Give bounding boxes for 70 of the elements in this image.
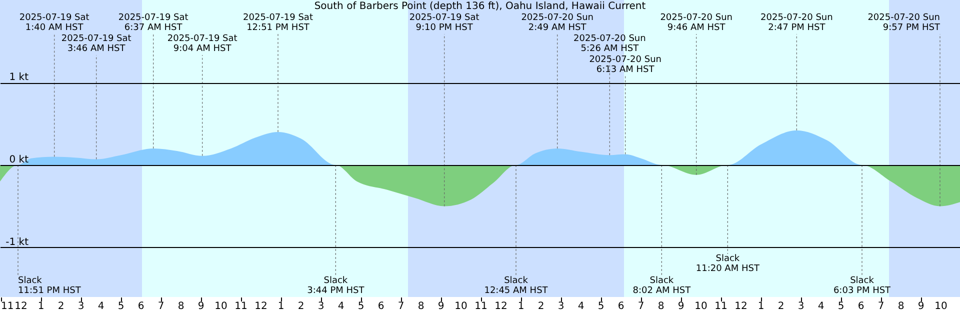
x-tick-label: 4 bbox=[98, 301, 104, 312]
x-tick-label: 2 bbox=[298, 301, 304, 312]
x-tick-label: 10 bbox=[934, 301, 948, 312]
x-tick-label: 5 bbox=[358, 301, 364, 312]
x-tick-label: 10 bbox=[454, 301, 468, 312]
x-tick-label: 5 bbox=[118, 301, 124, 312]
x-tick-label: 11 bbox=[1, 301, 14, 312]
x-tick-label: 9 bbox=[678, 301, 684, 312]
annotation: Slack 12:45 AM HST bbox=[484, 276, 548, 296]
annotation: 2025-07-19 Sat 1:40 AM HST bbox=[19, 13, 90, 33]
x-tick-label: 10 bbox=[694, 301, 708, 312]
x-tick-label: 10 bbox=[214, 301, 228, 312]
x-tick-label: 12 bbox=[254, 301, 268, 312]
annotation: 2025-07-20 Sun 2:47 PM HST bbox=[760, 13, 833, 33]
annotation: Slack 11:20 AM HST bbox=[696, 254, 760, 274]
x-tick-label: 6 bbox=[378, 301, 384, 312]
y-tick-label: 1 kt bbox=[9, 72, 29, 83]
x-tick-label: 7 bbox=[158, 301, 164, 312]
x-tick-label: 2 bbox=[778, 301, 784, 312]
x-tick-label: 4 bbox=[578, 301, 584, 312]
x-tick-label: 3 bbox=[318, 301, 324, 312]
x-tick-label: 6 bbox=[858, 301, 864, 312]
chart-title: South of Barbers Point (depth 136 ft), Oahu Island, Hawaii Current bbox=[314, 1, 646, 12]
x-tick-label: 11 bbox=[714, 301, 728, 312]
x-tick-label: 8 bbox=[418, 301, 424, 312]
annotation: 2025-07-19 Sat 6:37 AM HST bbox=[118, 13, 189, 33]
x-tick-label: 8 bbox=[178, 301, 184, 312]
x-tick-label: 2 bbox=[538, 301, 544, 312]
annotation: 2025-07-20 Sun 9:57 PM HST bbox=[868, 13, 940, 33]
x-tick-label: 11 bbox=[234, 301, 248, 312]
annotation: Slack 3:44 PM HST bbox=[307, 276, 365, 296]
x-tick-label: 5 bbox=[838, 301, 844, 312]
x-tick-label: 7 bbox=[398, 301, 404, 312]
annotation: 2025-07-19 Sat 9:04 AM HST bbox=[167, 34, 238, 54]
x-tick-label: 9 bbox=[918, 301, 924, 312]
x-tick-label: 1 bbox=[38, 301, 44, 312]
x-tick-label: 3 bbox=[78, 301, 84, 312]
annotation: 2025-07-20 Sun 5:26 AM HST bbox=[574, 34, 646, 54]
x-tick-label: 7 bbox=[638, 301, 644, 312]
annotation: Slack 8:02 AM HST bbox=[632, 276, 692, 296]
x-tick-label: 6 bbox=[618, 301, 624, 312]
x-tick-label: 3 bbox=[798, 301, 804, 312]
x-tick-label: 6 bbox=[138, 301, 144, 312]
annotation: 2025-07-19 Sat 9:10 PM HST bbox=[409, 13, 480, 33]
x-tick-label: 1 bbox=[518, 301, 524, 312]
x-tick-label: 12 bbox=[14, 301, 28, 312]
x-tick-label: 8 bbox=[658, 301, 664, 312]
x-tick-label: 4 bbox=[338, 301, 344, 312]
annotation: 2025-07-19 Sat 3:46 AM HST bbox=[61, 34, 132, 54]
x-tick-label: 9 bbox=[198, 301, 204, 312]
x-tick-label: 1 bbox=[758, 301, 764, 312]
x-tick-label: 12 bbox=[494, 301, 508, 312]
y-tick-label: 0 kt bbox=[9, 154, 29, 166]
x-tick-label: 4 bbox=[818, 301, 824, 312]
annotation: 2025-07-20 Sun 9:46 AM HST bbox=[660, 13, 732, 33]
x-tick-label: 9 bbox=[438, 301, 444, 312]
x-tick-label: 8 bbox=[898, 301, 904, 312]
x-tick-label: 2 bbox=[58, 301, 64, 312]
x-tick-label: 11 bbox=[474, 301, 488, 312]
x-tick-label: 3 bbox=[558, 301, 564, 312]
y-tick-label: -1 kt bbox=[6, 237, 29, 248]
annotation: Slack 6:03 PM HST bbox=[833, 276, 892, 296]
x-tick-label: 7 bbox=[878, 301, 884, 312]
annotation: 2025-07-20 Sun 6:13 AM HST bbox=[589, 55, 662, 75]
annotation: 2025-07-19 Sat 12:51 PM HST bbox=[243, 13, 314, 33]
x-tick-label: 5 bbox=[598, 301, 604, 312]
annotation: Slack 11:51 PM HST bbox=[18, 276, 82, 296]
x-tick-label: 1 bbox=[278, 301, 284, 312]
x-tick-label: 12 bbox=[734, 301, 748, 312]
annotation: 2025-07-20 Sun 2:49 AM HST bbox=[521, 13, 594, 33]
